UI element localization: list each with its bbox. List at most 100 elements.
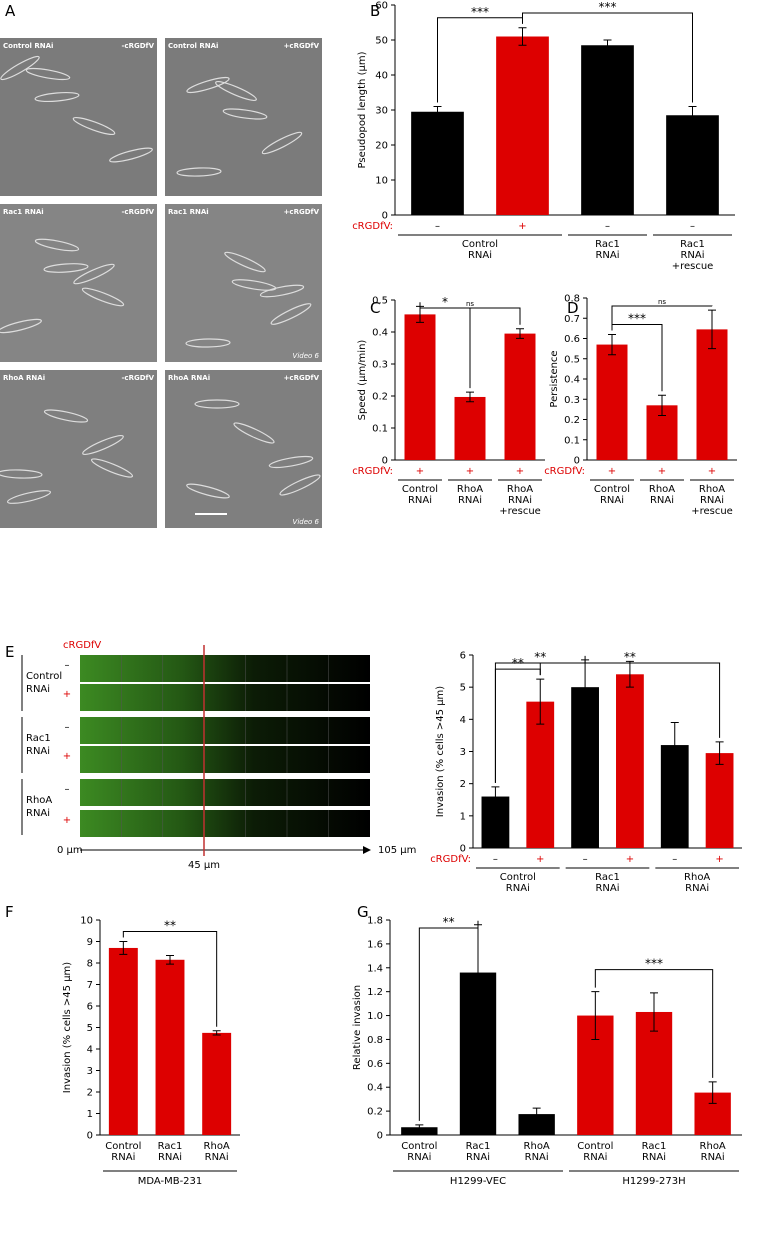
group-label: RhoA RNAi (649, 484, 675, 506)
micrograph-label: +cRGDfV (284, 374, 320, 382)
y-tick-label: 0.6 (564, 334, 580, 345)
treatment-label: cRGDfV: (430, 854, 471, 865)
y-tick-label: 1.2 (367, 987, 383, 998)
cell (109, 147, 153, 163)
y-tick-label: 0 (377, 1131, 383, 1142)
cell (25, 67, 71, 81)
panel-label: F (5, 903, 14, 921)
cell (222, 108, 268, 120)
treatment-sign: – (583, 854, 588, 865)
micrograph-label: -cRGDfV (122, 374, 155, 382)
supergroup-label: H1299-VEC (450, 1176, 506, 1187)
y-tick-label: 3 (460, 747, 466, 758)
axis-label: 0 μm (57, 845, 83, 856)
x-tick-label: Rac1 RNAi (466, 1141, 491, 1163)
error-bar (603, 39, 612, 51)
treatment-sign: – (605, 221, 610, 232)
significance-label: *** (471, 5, 489, 19)
y-tick-label: 4 (87, 1045, 93, 1056)
cell (72, 116, 116, 136)
y-tick-label: 0.4 (564, 375, 580, 386)
treatment-label: cRGDfV: (352, 221, 393, 232)
bar (202, 1032, 232, 1135)
cell (186, 483, 230, 499)
y-tick-label: 40 (375, 71, 388, 82)
y-tick-label: 30 (375, 106, 388, 117)
y-tick-label: 0.2 (367, 1107, 383, 1118)
error-bar (516, 328, 524, 339)
axis-label: 105 μm (378, 845, 416, 856)
bar (401, 1127, 438, 1135)
x-tick-label: Control RNAi (577, 1141, 613, 1163)
error-bar (119, 941, 128, 955)
x-tick-label: Rac1 RNAi (158, 1141, 183, 1163)
bar (526, 701, 555, 848)
cell (34, 91, 80, 103)
error-bar (166, 954, 174, 965)
video-note: Video 6 (293, 352, 320, 360)
supergroup-label: MDA-MB-231 (138, 1176, 203, 1187)
significance-label: *** (628, 311, 646, 325)
panel-label: A (5, 2, 16, 20)
error-bar (536, 678, 545, 725)
bar (496, 36, 549, 215)
error-bar (415, 1124, 424, 1131)
group-label: RhoA RNAi +rescue (691, 484, 733, 517)
y-axis-label: Invasion (% cells >45 μm) (62, 962, 73, 1094)
treatment-sign: – (493, 854, 498, 865)
cell (90, 458, 134, 478)
y-tick-label: 0.7 (564, 314, 580, 325)
x-tick-label: RhoA RNAi (700, 1141, 726, 1163)
bar (635, 1011, 673, 1135)
invasion-image: 0 μm 45 μm 105 μm cRGDfV Control RNAi–+Ra… (21, 640, 416, 871)
significance-bracket (539, 662, 721, 738)
bar (705, 753, 734, 848)
bar (696, 329, 728, 460)
row-sign: – (65, 722, 70, 733)
y-tick-label: 3 (87, 1066, 93, 1077)
cell (259, 284, 305, 298)
y-axis-label: Pseudopod length (μm) (357, 51, 368, 168)
micrograph-label: Control RNAi (168, 42, 218, 50)
bar (108, 947, 138, 1135)
treatment-sign: – (672, 854, 677, 865)
row-sign: – (65, 660, 70, 671)
invasion-strip (80, 717, 370, 744)
row-label: RhoA RNAi (26, 795, 52, 819)
treatment-label: cRGDfV: (544, 466, 585, 477)
micrograph-label: +cRGDfV (284, 42, 320, 50)
micrograph (165, 38, 322, 196)
y-axis-label: Invasion (% cells >45 μm) (435, 686, 446, 818)
row-sign: + (63, 815, 71, 826)
significance-bracket (122, 931, 218, 1027)
panel-label: E (5, 643, 14, 661)
cell (270, 303, 312, 325)
y-tick-label: 0.5 (564, 354, 580, 365)
micrograph (0, 38, 157, 196)
group-label: Control RNAi (500, 872, 536, 894)
cell (268, 455, 314, 469)
bar (616, 674, 644, 848)
y-tick-label: 0.2 (372, 392, 388, 403)
y-tick-label: 0.3 (372, 360, 388, 371)
group-label: Rac1 RNAi +rescue (672, 239, 714, 272)
micrographs: Control RNAi -cRGDfV Control RNAi +cRGDfV Ra… (0, 38, 322, 528)
y-tick-label: 0.2 (564, 415, 580, 426)
y-tick-label: 6 (460, 651, 466, 662)
significance-label: * (442, 295, 448, 309)
cell (233, 422, 275, 444)
y-tick-label: 6 (87, 1002, 93, 1013)
significance-bracket (418, 920, 479, 1121)
y-tick-label: 2 (460, 779, 466, 790)
micrograph (165, 370, 322, 528)
group-label: Control RNAi (594, 484, 630, 506)
treatment-sign: + (658, 466, 666, 477)
cell (0, 55, 40, 81)
bar (596, 344, 628, 460)
error-bar (491, 786, 500, 807)
x-tick-label: Rac1 RNAi (642, 1141, 667, 1163)
bar (404, 314, 436, 460)
group-label: RhoA RNAi (457, 484, 483, 506)
group-label: RhoA RNAi +rescue (499, 484, 541, 517)
supergroup-label: H1299-273H (622, 1176, 685, 1187)
